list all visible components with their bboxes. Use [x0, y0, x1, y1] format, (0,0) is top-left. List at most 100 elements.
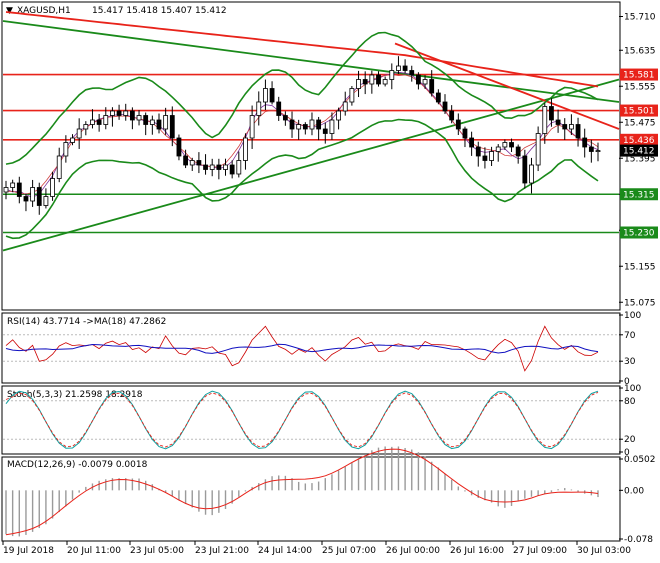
rsi-title: RSI(14) 43.7714 ->MA(18) 47.2862 [7, 317, 166, 327]
candle-body [429, 79, 435, 94]
candle-body [90, 119, 95, 125]
rsi-ytick-label: 30 [624, 357, 636, 367]
candle-body [269, 88, 275, 103]
candle-body [56, 155, 62, 179]
xtick-label: 23 Jul 05:00 [130, 546, 184, 556]
candle-body [409, 70, 415, 76]
stoch-signal-line [5, 391, 599, 448]
candle-body [522, 155, 528, 184]
candle-body [83, 124, 89, 130]
candle-body [16, 182, 22, 197]
candles [3, 56, 601, 215]
candle-body [216, 164, 222, 170]
candle-body [568, 124, 574, 130]
candle-body [103, 115, 109, 125]
candle-body [229, 164, 235, 175]
stoch-ytick-label: 80 [624, 397, 636, 407]
main-ytick-label: 15.555 [624, 82, 656, 92]
candle-body [316, 119, 322, 130]
macd-panel-frame [1, 456, 621, 542]
candle-body [123, 110, 129, 116]
candle-body [136, 115, 142, 121]
ascending-trendline [2, 78, 620, 252]
rsi-panel: 100 70 30 0 [3, 311, 641, 387]
level-label-bg [620, 188, 658, 201]
candle-body [143, 115, 149, 125]
candle-body [203, 164, 208, 170]
candle-body [30, 187, 36, 202]
level-label-bg [620, 104, 658, 117]
level-labels: 15.581 15.501 15.436 15.315 15.230 15.412 [620, 68, 658, 239]
level-label-15.436: 15.436 [623, 136, 655, 146]
candle-body [183, 155, 188, 166]
symbol-dropdown-icon[interactable]: ▼ [6, 6, 13, 16]
stoch-title: Stoch(5,3,3) 21.2598 18.2918 [7, 390, 143, 400]
candle-body [50, 178, 55, 197]
candle-body [402, 65, 408, 71]
candle-body [376, 74, 381, 85]
candle-body [282, 115, 288, 121]
bollinger-upper [5, 31, 599, 165]
candle-body [289, 119, 295, 130]
candle-body [342, 101, 348, 112]
candle-body [63, 142, 69, 157]
candle-body [256, 101, 262, 116]
candle-body [482, 155, 488, 161]
slow-moving-average [5, 11, 599, 88]
xtick-label: 19 Jul 2018 [3, 546, 54, 556]
level-label-15.581: 15.581 [623, 71, 655, 81]
candle-body [70, 137, 75, 143]
current-price-label: 15.412 [623, 147, 655, 157]
xtick-label: 30 Jul 03:00 [577, 546, 631, 556]
candle-body [475, 146, 481, 157]
candle-body [442, 101, 448, 112]
candle-body [322, 128, 328, 134]
level-label-15.230: 15.230 [623, 229, 655, 239]
xtick-label: 27 Jul 09:00 [513, 546, 567, 556]
level-label-bg [620, 226, 658, 239]
candle-body [243, 137, 248, 161]
level-label-15.315: 15.315 [623, 190, 655, 200]
current-price-bg [620, 144, 658, 157]
candle-body [302, 124, 308, 130]
main-ytick-label: 15.155 [624, 262, 656, 272]
candle-body [555, 119, 561, 125]
candle-body [575, 124, 581, 139]
candle-body [489, 151, 494, 161]
xtick-label: 23 Jul 21:00 [195, 546, 249, 556]
candle-body [362, 79, 368, 85]
rsi-line [5, 325, 599, 372]
candle-body [515, 146, 521, 157]
macd-ytick-label: 0.0502 [624, 455, 656, 465]
candle-body [329, 119, 335, 134]
descending-red-trendline [394, 42, 620, 130]
candle-body [169, 115, 175, 139]
descending-green-line [2, 20, 620, 103]
candle-body [76, 128, 82, 139]
xtick-label: 26 Jul 16:00 [450, 546, 504, 556]
candle-body [3, 187, 9, 193]
candle-body [116, 110, 122, 116]
macd-panel: 0.0502 0.00 -0.078 [5, 446, 656, 545]
candle-body [369, 74, 375, 85]
symbol-title: XAGUSD,H1 [17, 6, 71, 16]
candle-body [209, 164, 215, 170]
candle-body [595, 150, 601, 153]
candle-body [223, 164, 228, 170]
xtick-label: 24 Jul 14:00 [258, 546, 312, 556]
macd-title: MACD(12,26,9) -0.0079 0.0018 [7, 460, 148, 470]
candle-body [389, 70, 395, 80]
macd-signal-line [5, 448, 599, 536]
xtick-label: 26 Jul 00:00 [386, 546, 440, 556]
stoch-ytick-label: 20 [624, 435, 636, 445]
candle-body [529, 164, 534, 184]
candle-body [236, 160, 242, 175]
rsi-ma-line [5, 343, 599, 354]
candle-body [96, 119, 102, 125]
main-ytick-label: 15.635 [624, 46, 656, 56]
rsi-ytick-label: 0 [624, 377, 630, 387]
level-label-bg [620, 133, 658, 146]
candle-body [449, 110, 455, 121]
candle-body [542, 106, 548, 134]
